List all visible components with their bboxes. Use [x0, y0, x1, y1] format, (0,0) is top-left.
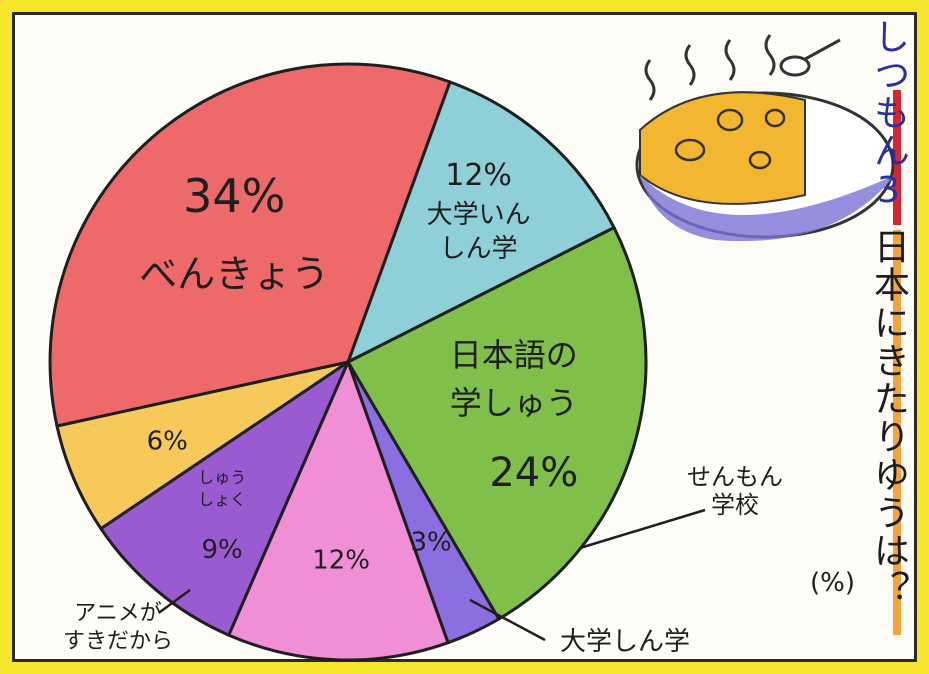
orange-stripe [893, 230, 901, 635]
pie-slice-university [226, 357, 450, 662]
slice-label-anime-0: アニメが [74, 601, 162, 626]
question-label: しつもん3 [868, 18, 909, 213]
pie-slices [48, 62, 648, 662]
leader-line-vocational [579, 508, 706, 550]
slice-label-japanese-0: 日本語の [450, 336, 578, 374]
unit-label: (%) [810, 568, 855, 598]
pie-slice-study [48, 62, 452, 428]
slice-label-vocational-1: 学校 [711, 491, 759, 519]
slice-label-vocational-0: せんもん [687, 463, 783, 491]
slice-value-university: 12% [312, 546, 370, 576]
slice-label-job-1: しょく [198, 490, 246, 509]
slice-label-grad-research-0: 大学いん [427, 200, 531, 230]
slice-label-job-0: しゅう [198, 468, 246, 487]
slice-label-grad-research-1: しん学 [440, 234, 518, 264]
slice-label-university-0: 大学しん学 [560, 627, 690, 657]
slice-label-study-0: べんきょう [139, 252, 329, 296]
red-stripe [893, 90, 901, 225]
pie-slice-job [98, 357, 352, 638]
slice-label-anime-1: すきだから [63, 629, 173, 654]
curry-rice-illustration [635, 34, 895, 242]
slice-value-study: 34% [183, 169, 285, 223]
pie-slice-japanese [345, 225, 648, 622]
slice-label-japanese-1: 学しゅう [450, 384, 578, 422]
leader-lines [159, 508, 706, 642]
leader-line-university [469, 598, 546, 642]
leader-line-anime [159, 588, 191, 614]
question-text: 日本にきたりゆうは？ [868, 228, 909, 608]
slice-value-vocational: 3% [410, 527, 451, 557]
slice-value-job: 9% [201, 535, 242, 565]
slice-value-grad-research: 12% [445, 158, 512, 193]
pie-slice-grad-research [345, 80, 617, 366]
slice-value-japanese: 24% [489, 450, 578, 496]
slice-value-anime: 6% [147, 427, 188, 457]
